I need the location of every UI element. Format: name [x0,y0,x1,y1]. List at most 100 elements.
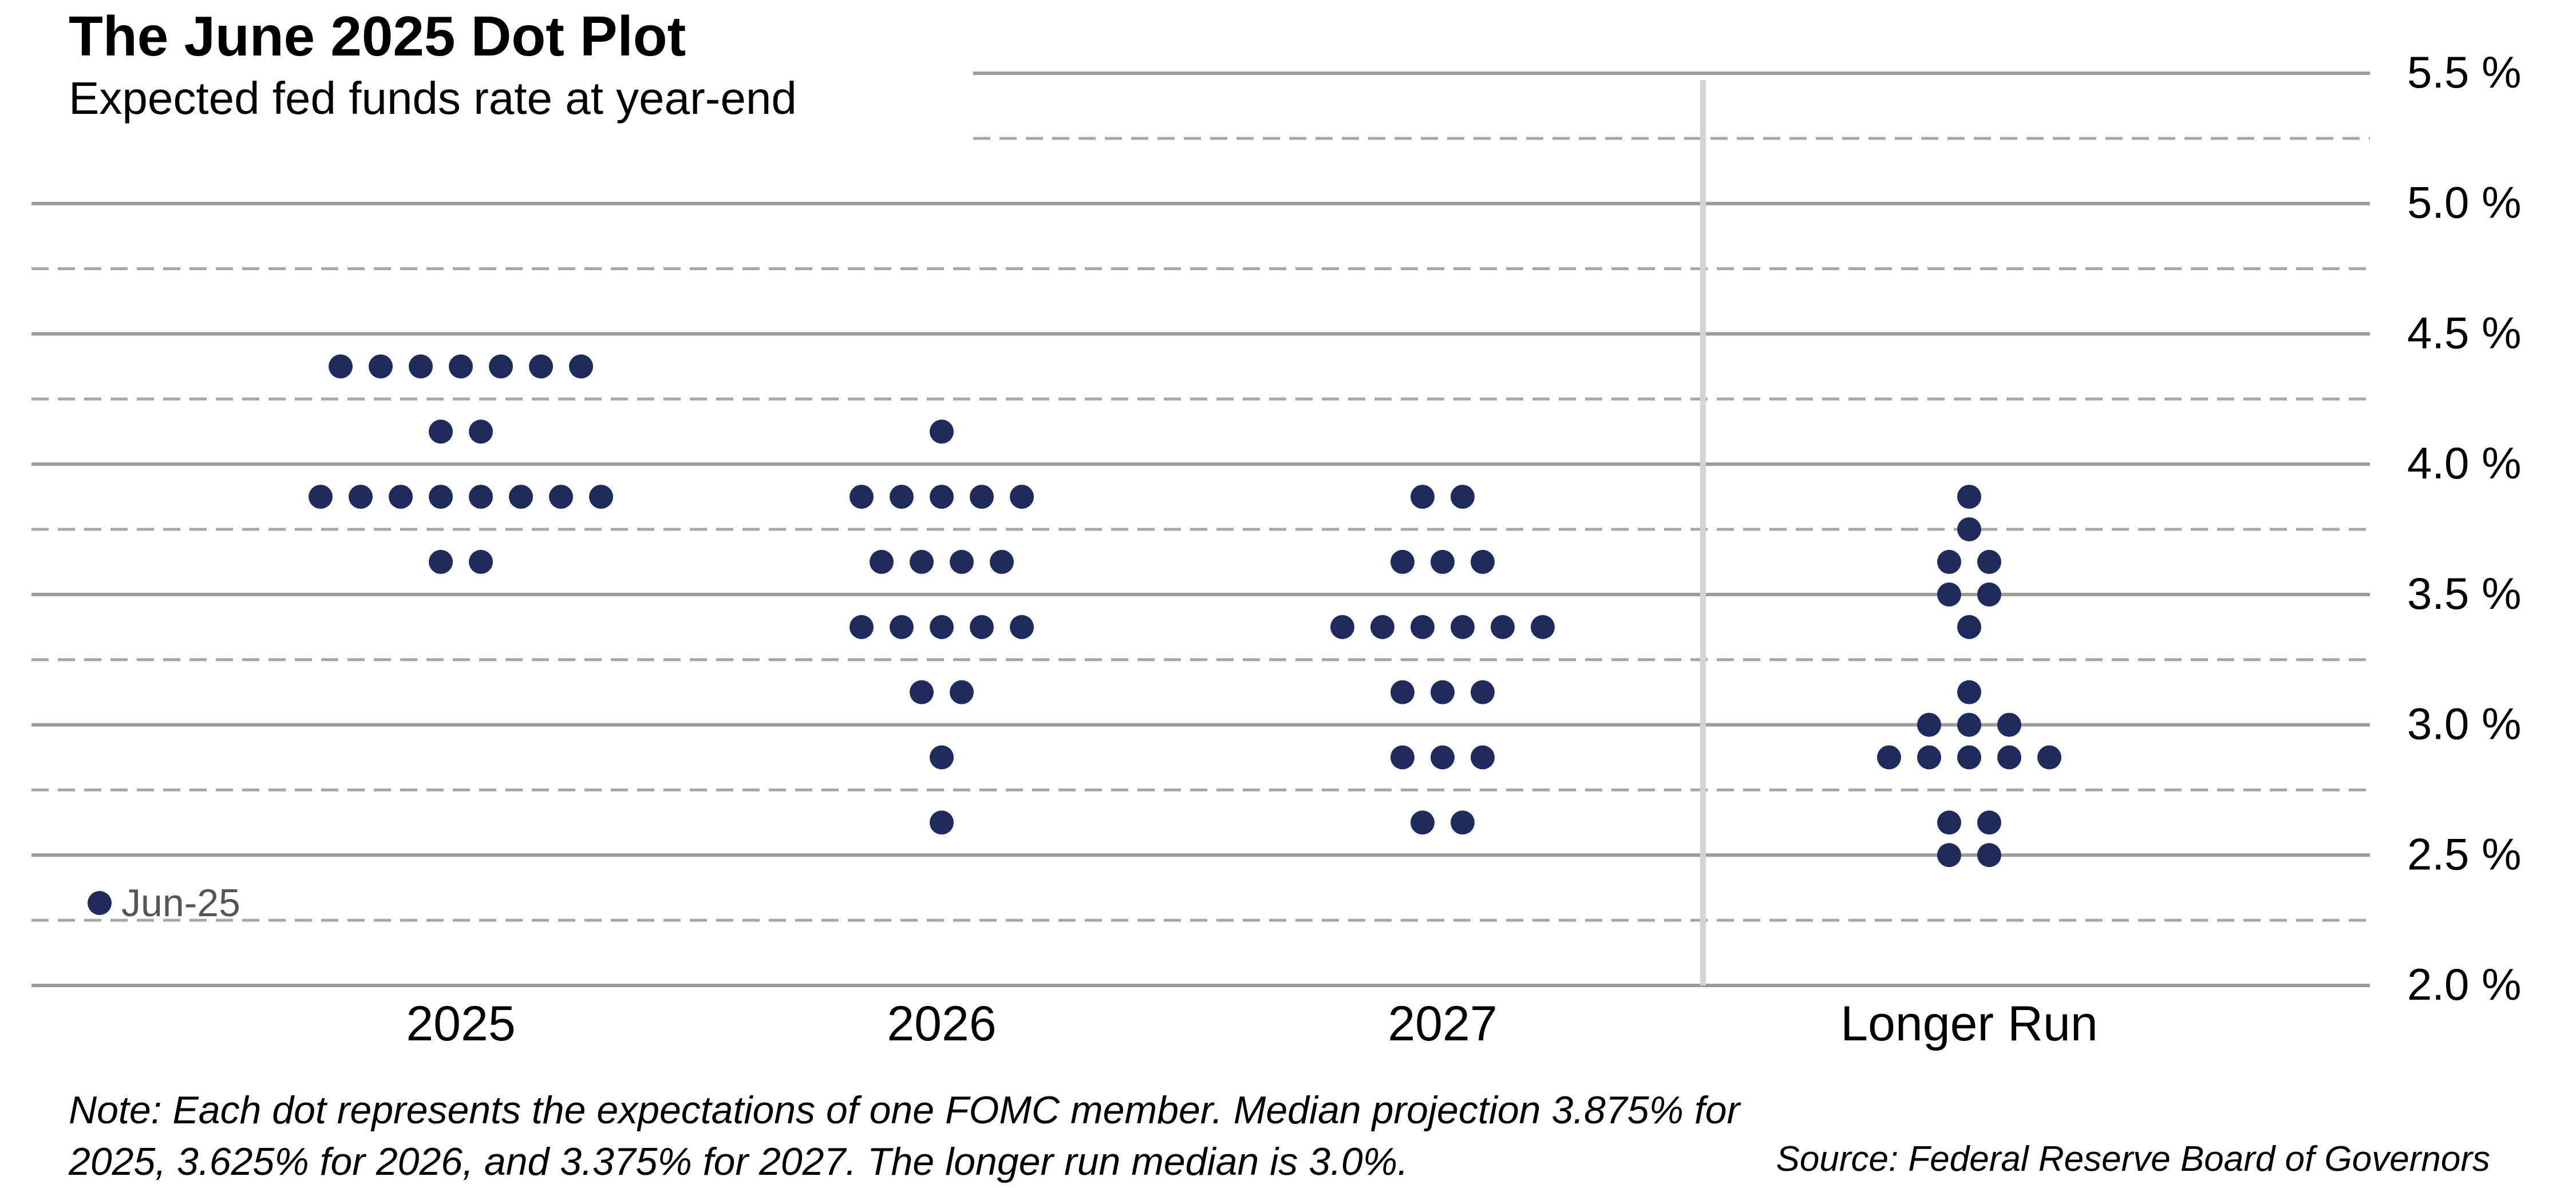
dot-marker [1010,485,1034,509]
x-category-label: 2027 [1388,996,1497,1051]
y-tick-label: 4.0 % [2407,438,2521,488]
dot-marker [1370,615,1394,639]
dot-marker [549,485,573,509]
dot-marker [449,354,473,379]
dot-marker [329,354,353,379]
dot-marker [569,354,593,379]
dot-marker [1917,745,1941,770]
dot-marker [349,485,373,509]
dot-marker [429,485,453,509]
dot-marker [1531,615,1555,639]
dot-marker [1451,485,1475,509]
dot-marker [1431,680,1455,704]
dots [309,354,2061,868]
dot-marker [950,549,974,574]
dot-marker [1390,745,1415,770]
dot-marker [1957,615,1981,639]
dot-marker [429,549,453,574]
dot-marker [930,810,954,835]
legend-marker [88,891,112,915]
dot-marker [930,745,954,770]
y-tick-label: 2.0 % [2407,959,2521,1009]
dot-marker [970,485,994,509]
dot-marker [389,485,413,509]
dot-marker [890,485,914,509]
y-axis-ticks: 2.0 % 2.5 % 3.0 % 3.5 % 4.0 % 4.5 % 5.0 % 5.5 % [2407,47,2521,1009]
dot-marker [850,615,874,639]
dot-marker [309,485,333,509]
dot-plot-chart: 2.0 % 2.5 % 3.0 % 3.5 % 4.0 % 4.5 % 5.0 % 5.5 %… [31,47,2521,1051]
dot-marker [1977,549,2001,574]
chart-subtitle: Expected fed funds rate at year-end [69,73,797,124]
dot-marker [1491,615,1515,639]
dot-marker [950,680,974,704]
footnote: Note: Each dot represents the expectatio… [69,1088,1740,1184]
dot-marker [1977,582,2001,607]
x-category-label: 2025 [406,996,515,1051]
dot-marker [890,615,914,639]
dot-marker [1957,745,1981,770]
dot-marker [2037,745,2061,770]
dot-marker [850,485,874,509]
dot-marker [1010,615,1034,639]
dot-marker [1957,712,1981,737]
dot-marker [1411,615,1435,639]
chart-title: The June 2025 Dot Plot [69,5,686,68]
dot-marker [489,354,513,379]
y-tick-label: 5.0 % [2407,177,2521,228]
dot-marker [1997,712,2021,737]
dot-marker [970,615,994,639]
dot-marker [1937,549,1961,574]
dot-marker [469,485,493,509]
dot-marker [1471,745,1495,770]
dot-marker [990,549,1014,574]
gridlines [31,72,2370,987]
dot-marker [1431,745,1455,770]
dot-marker [1957,517,1981,541]
dot-marker [910,680,934,704]
y-tick-label: 5.5 % [2407,47,2521,97]
dot-marker [509,485,533,509]
dot-marker [1997,745,2021,770]
dot-marker [1431,549,1455,574]
y-tick-label: 2.5 % [2407,829,2521,879]
dot-marker [930,485,954,509]
dot-marker [1877,745,1901,770]
dot-marker [1957,485,1981,509]
x-category-label: Longer Run [1840,996,2097,1051]
dot-marker [469,419,493,444]
dot-marker [429,419,453,444]
dot-marker [1451,810,1475,835]
dot-marker [1937,582,1961,607]
dot-marker [910,549,934,574]
dot-marker [1411,485,1435,509]
legend: Jun-25 [88,881,240,925]
legend-label: Jun-25 [121,881,240,925]
dot-marker [1957,680,1981,704]
dot-marker [529,354,553,379]
dot-marker [1451,615,1475,639]
dot-marker [1390,549,1415,574]
dot-marker [409,354,433,379]
source-credit: Source: Federal Reserve Board of Governo… [1776,1139,2490,1179]
dot-marker [1471,549,1495,574]
dot-marker [1390,680,1415,704]
dot-marker [1471,680,1495,704]
x-category-label: 2026 [887,996,996,1051]
y-tick-label: 3.0 % [2407,699,2521,749]
y-tick-label: 4.5 % [2407,307,2521,358]
dot-marker [930,419,954,444]
dot-marker [1917,712,1941,737]
dot-marker [1937,843,1961,868]
dot-marker [870,549,894,574]
dot-marker [1937,810,1961,835]
dot-marker [1977,810,2001,835]
dot-marker [1977,843,2001,868]
x-axis-categories: 2025 2026 2027 Longer Run [406,996,2097,1051]
y-tick-label: 3.5 % [2407,568,2521,619]
dot-marker [930,615,954,639]
dot-marker [469,549,493,574]
dot-marker [1330,615,1354,639]
dot-marker [1411,810,1435,835]
dot-marker [369,354,393,379]
